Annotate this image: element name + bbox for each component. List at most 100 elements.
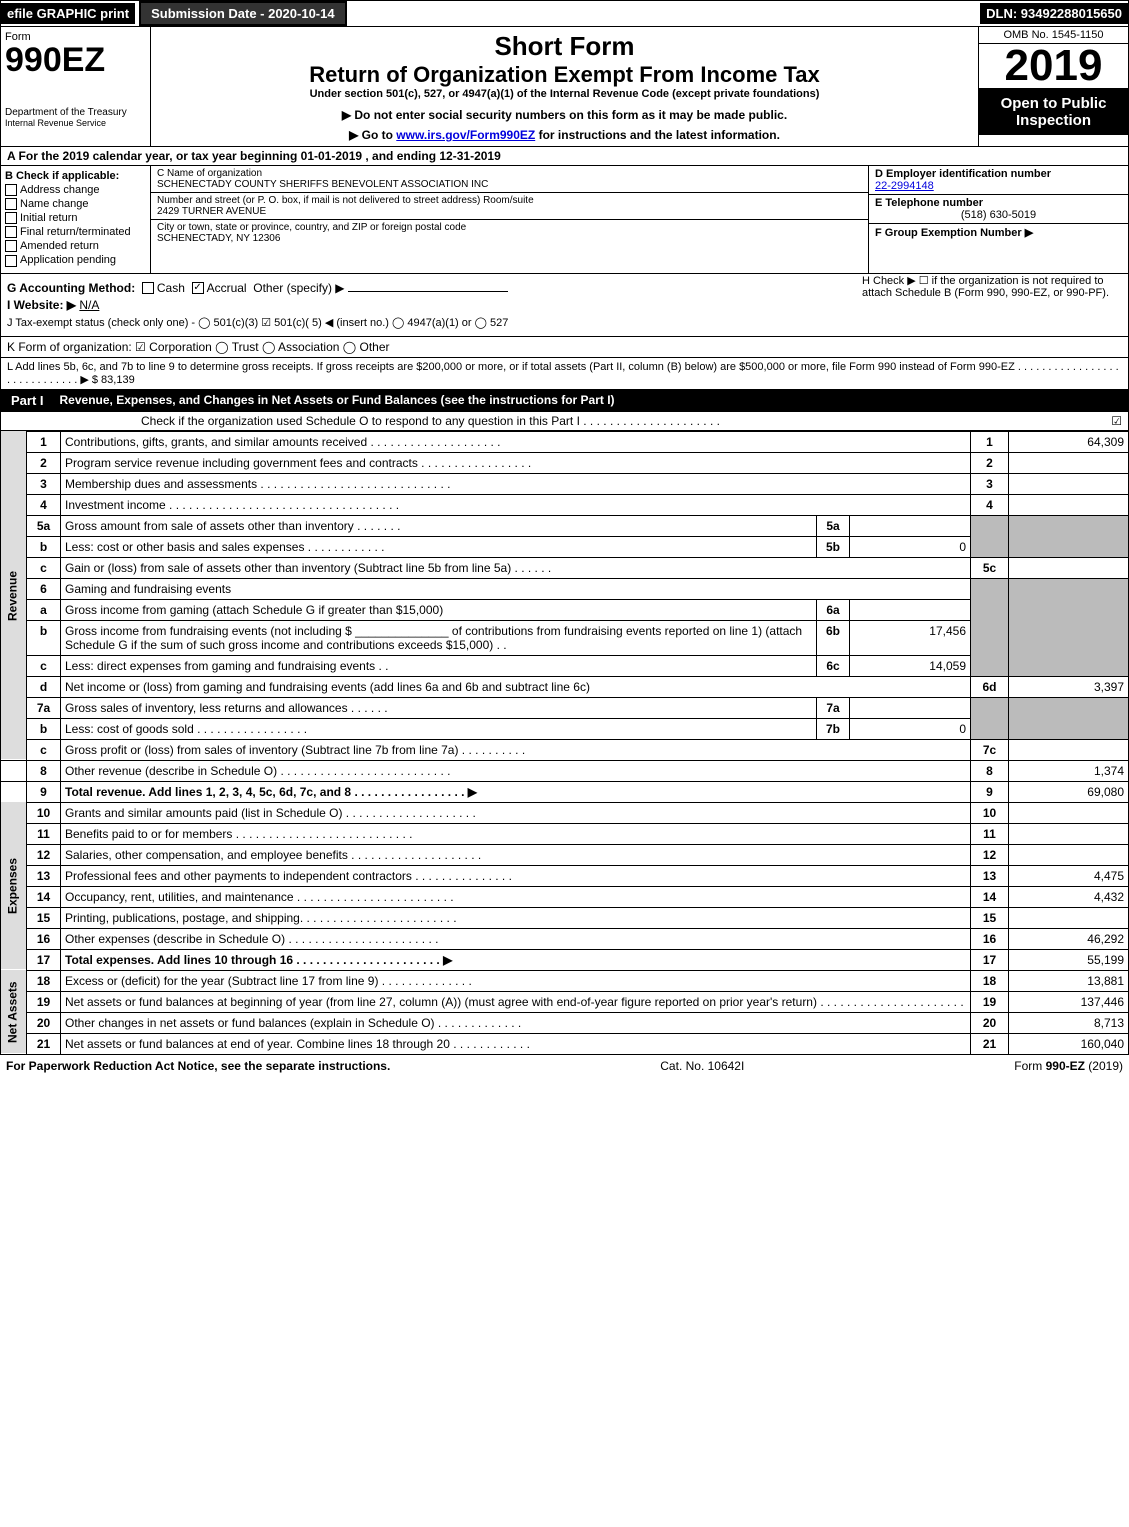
open-inspection: Open to Public Inspection: [979, 89, 1128, 135]
ln-4: 4: [27, 494, 61, 515]
e-row: E Telephone number (518) 630-5019: [869, 195, 1128, 224]
amt-6d: 3,397: [1009, 676, 1129, 697]
box-10: 10: [971, 802, 1009, 823]
goto-post: for instructions and the latest informat…: [539, 128, 780, 142]
box-9: 9: [971, 781, 1009, 802]
chk-label: Amended return: [20, 240, 99, 252]
part-i-header: Part I Revenue, Expenses, and Changes in…: [0, 390, 1129, 412]
ln-6b: b: [27, 620, 61, 655]
desc-17: Total expenses. Add lines 10 through 16 …: [61, 949, 971, 970]
ln-19: 19: [27, 991, 61, 1012]
header-mid: Short Form Return of Organization Exempt…: [151, 27, 978, 146]
desc-20: Other changes in net assets or fund bala…: [61, 1012, 971, 1033]
tax-year: 2019: [979, 44, 1128, 89]
short-form-title: Short Form: [157, 31, 972, 62]
amt-14: 4,432: [1009, 886, 1129, 907]
desc-5c: Gain or (loss) from sale of assets other…: [61, 557, 971, 578]
box-3: 3: [971, 473, 1009, 494]
f-row: F Group Exemption Number ▶: [869, 224, 1128, 241]
ln-20: 20: [27, 1012, 61, 1033]
amt-21: 160,040: [1009, 1033, 1129, 1054]
grey-amt-6: [1009, 578, 1129, 676]
grey-amt-7: [1009, 697, 1129, 739]
ein-link[interactable]: 22-2994148: [875, 180, 934, 192]
amt-3: [1009, 473, 1129, 494]
section-g-h-i-j: H Check ▶ ☐ if the organization is not r…: [0, 274, 1129, 337]
ln-18: 18: [27, 970, 61, 991]
box-14: 14: [971, 886, 1009, 907]
box-19: 19: [971, 991, 1009, 1012]
box-18: 18: [971, 970, 1009, 991]
header-right: OMB No. 1545-1150 2019 Open to Public In…: [978, 27, 1128, 146]
grey-6: [971, 578, 1009, 676]
ln-6: 6: [27, 578, 61, 599]
submission-date-button[interactable]: Submission Date - 2020-10-14: [139, 1, 347, 26]
g-other[interactable]: Other (specify) ▶: [253, 281, 344, 295]
g-accrual[interactable]: Accrual: [207, 281, 247, 295]
subtitle: Under section 501(c), 527, or 4947(a)(1)…: [157, 88, 972, 100]
box-1: 1: [971, 431, 1009, 452]
org-address: 2429 TURNER AVENUE: [157, 206, 862, 217]
amt-9: 69,080: [1009, 781, 1129, 802]
sv-5a: [850, 516, 970, 536]
ln-12: 12: [27, 844, 61, 865]
j-label: J Tax-exempt status (check only one) - ◯…: [7, 317, 508, 329]
section-d-e-f: D Employer identification number 22-2994…: [868, 166, 1128, 273]
chk-final-return[interactable]: Final return/terminated: [5, 226, 146, 238]
goto-link[interactable]: www.irs.gov/Form990EZ: [396, 128, 535, 142]
desc-1: Contributions, gifts, grants, and simila…: [61, 431, 971, 452]
box-2: 2: [971, 452, 1009, 473]
form-number: 990EZ: [5, 43, 146, 77]
box-11: 11: [971, 823, 1009, 844]
chk-initial-return[interactable]: Initial return: [5, 212, 146, 224]
ln-14: 14: [27, 886, 61, 907]
desc-5b: Less: cost or other basis and sales expe…: [61, 536, 971, 557]
desc-11: Benefits paid to or for members . . . . …: [61, 823, 971, 844]
desc-13: Professional fees and other payments to …: [61, 865, 971, 886]
sv-7a: [850, 698, 970, 718]
desc-7b: Less: cost of goods sold . . . . . . . .…: [61, 718, 971, 739]
sched-o-checkbox[interactable]: ☑: [1111, 414, 1122, 428]
chk-name-change[interactable]: Name change: [5, 198, 146, 210]
dln-label: DLN: 93492288015650: [980, 3, 1128, 24]
l-line: L Add lines 5b, 6c, and 7b to line 9 to …: [0, 358, 1129, 390]
sub-5b: 5b: [816, 537, 850, 557]
ssn-warning: ▶ Do not enter social security numbers o…: [157, 108, 972, 122]
revenue-side-label: Revenue: [1, 431, 27, 760]
ln-2: 2: [27, 452, 61, 473]
box-12: 12: [971, 844, 1009, 865]
amt-16: 46,292: [1009, 928, 1129, 949]
desc-5a: Gross amount from sale of assets other t…: [61, 515, 971, 536]
chk-amended-return[interactable]: Amended return: [5, 240, 146, 252]
part-i-label: Part I: [1, 390, 54, 411]
footer-left: For Paperwork Reduction Act Notice, see …: [6, 1059, 390, 1073]
chk-label: Name change: [20, 198, 89, 210]
page-footer: For Paperwork Reduction Act Notice, see …: [0, 1055, 1129, 1077]
desc-10: Grants and similar amounts paid (list in…: [61, 802, 971, 823]
amt-8: 1,374: [1009, 760, 1129, 781]
desc-6b: Gross income from fundraising events (no…: [61, 620, 971, 655]
efile-label[interactable]: efile GRAPHIC print: [1, 3, 135, 24]
net-side-label: Net Assets: [1, 970, 27, 1054]
desc-19: Net assets or fund balances at beginning…: [61, 991, 971, 1012]
amt-19: 137,446: [1009, 991, 1129, 1012]
g-cash[interactable]: Cash: [157, 281, 185, 295]
ln-3: 3: [27, 473, 61, 494]
i-line: I Website: ▶ N/A: [7, 298, 1122, 312]
dept-label: Department of the Treasury: [5, 107, 146, 118]
return-title: Return of Organization Exempt From Incom…: [157, 62, 972, 88]
desc-3: Membership dues and assessments . . . . …: [61, 473, 971, 494]
ln-17: 17: [27, 949, 61, 970]
sub-5a: 5a: [816, 516, 850, 536]
website-value: N/A: [79, 298, 99, 312]
form-header: Form 990EZ Department of the Treasury In…: [0, 27, 1129, 147]
chk-application-pending[interactable]: Application pending: [5, 254, 146, 266]
desc-2: Program service revenue including govern…: [61, 452, 971, 473]
desc-6c: Less: direct expenses from gaming and fu…: [61, 655, 971, 676]
goto-pre: ▶ Go to: [349, 128, 396, 142]
desc-4: Investment income . . . . . . . . . . . …: [61, 494, 971, 515]
ln-7c: c: [27, 739, 61, 760]
chk-address-change[interactable]: Address change: [5, 184, 146, 196]
ln-8: 8: [27, 760, 61, 781]
telephone: (518) 630-5019: [875, 209, 1122, 221]
